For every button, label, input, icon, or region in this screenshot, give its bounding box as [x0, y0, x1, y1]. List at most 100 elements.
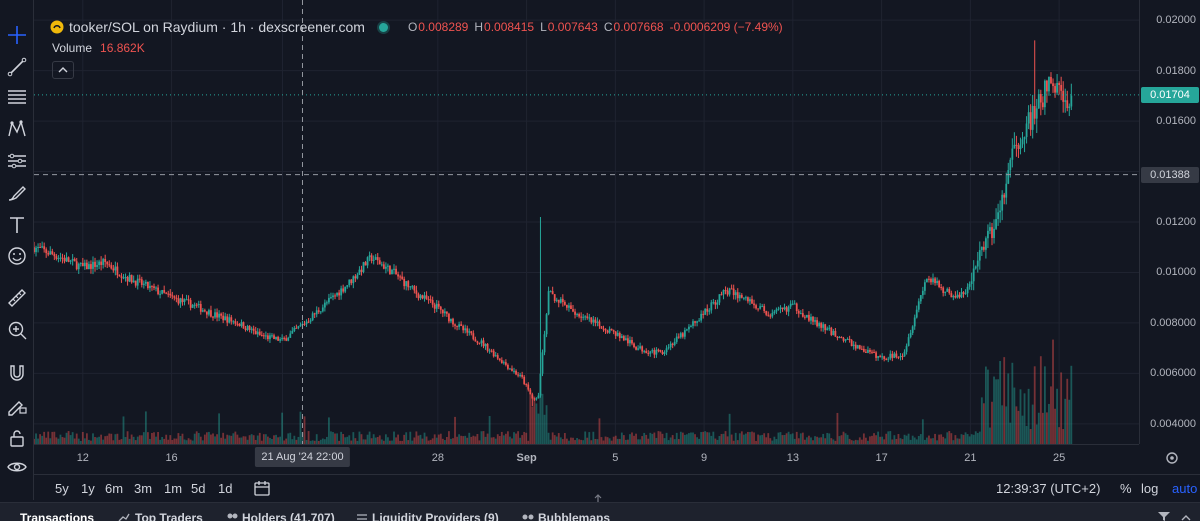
volume-bar [921, 419, 924, 444]
candle-body [592, 319, 595, 323]
tab-liquidity-providers[interactable]: Liquidity Providers (9) [372, 511, 499, 521]
candle-body [948, 288, 951, 294]
volume-bar [517, 431, 519, 444]
candle-body [132, 280, 135, 283]
pattern-tool[interactable] [4, 116, 30, 142]
tab-top-traders[interactable]: Top Traders [135, 511, 203, 521]
volume-bar [362, 439, 365, 444]
time-axis[interactable]: 21 Aug '24 22:00 12 16 28 Sep 5 9 13 17 21 25 [34, 444, 1139, 472]
calendar-icon[interactable] [253, 479, 271, 497]
volume-bar [248, 435, 251, 444]
tab-holders[interactable]: Holders (41,707) [242, 511, 335, 521]
candle-body [787, 306, 790, 312]
fib-lines-tool[interactable] [4, 84, 30, 110]
volume-bar [1056, 388, 1058, 444]
volume-bar [468, 432, 471, 444]
range-5d-button[interactable]: 5d [191, 481, 206, 496]
candle-body [47, 253, 50, 255]
volume-bar [90, 440, 92, 444]
price-axis[interactable]: 0.004000 0.006000 0.008000 0.01000 0.01200 0.… [1139, 0, 1200, 444]
volume-bar [875, 435, 877, 444]
tab-bubblemaps[interactable]: Bubblemaps [538, 511, 611, 521]
candle-body [242, 322, 245, 329]
volume-bar [984, 366, 987, 444]
tab-transactions[interactable]: Transactions [20, 511, 95, 521]
volume-bar [606, 437, 609, 444]
crosshair-tool[interactable] [4, 22, 30, 48]
candle-body [836, 336, 839, 338]
range-1d-button[interactable]: 1d [218, 481, 233, 496]
volume-bar [315, 434, 318, 444]
volume-bar [844, 433, 847, 444]
lock-tool[interactable] [4, 425, 30, 451]
volume-bar [490, 437, 493, 444]
candle-body [842, 338, 845, 341]
measure-lines-tool[interactable] [4, 148, 30, 174]
candle-body [328, 297, 330, 303]
candle-body [210, 310, 212, 317]
range-1y-button[interactable]: 1y [81, 481, 95, 496]
visibility-tool[interactable] [4, 454, 30, 480]
percent-toggle[interactable]: % [1120, 481, 1132, 496]
clock-readout[interactable]: 12:39:37 (UTC+2) [996, 481, 1101, 496]
volume-bar [452, 438, 454, 444]
volume-bar [521, 435, 524, 444]
chart-settings-icon[interactable] [1164, 450, 1180, 466]
chart-title: tooker/SOL on Raydium · 1h · dexscreener… [69, 19, 365, 35]
volume-bar [57, 438, 60, 444]
volume-bar [128, 438, 131, 444]
volume-bar [387, 437, 389, 444]
volume-bar [513, 432, 515, 444]
ruler-tool[interactable] [4, 285, 30, 311]
candle-body [555, 299, 558, 301]
zoom-in-tool[interactable] [4, 317, 30, 343]
volume-bar [871, 435, 873, 444]
volume-bar [100, 434, 103, 444]
log-toggle[interactable]: log [1141, 481, 1159, 496]
emoji-tool[interactable] [4, 243, 30, 269]
candle-body [958, 294, 961, 298]
volume-bar [669, 437, 672, 444]
volume-bar [334, 433, 336, 444]
volume-bar [917, 435, 920, 444]
pattern-icon [8, 119, 26, 137]
volume-bar [299, 411, 302, 444]
price-chart[interactable] [34, 0, 1139, 444]
range-6m-button[interactable]: 6m [105, 481, 124, 496]
candle-body [535, 398, 538, 400]
range-1m-button[interactable]: 1m [164, 481, 183, 496]
candle-body [869, 349, 871, 352]
range-5y-button[interactable]: 5y [55, 481, 69, 496]
filter-icon[interactable] [1157, 511, 1171, 521]
candle-body [873, 351, 875, 353]
volume-bar [285, 438, 288, 444]
candle-body [112, 268, 115, 271]
open-value: 0.008289 [418, 20, 469, 34]
volume-bar [618, 438, 621, 444]
stay-in-drawing-tool[interactable] [4, 393, 30, 419]
brush-tool[interactable] [4, 180, 30, 206]
candle-body [409, 286, 412, 288]
volume-bar [808, 435, 810, 444]
candle-body [631, 340, 633, 344]
candle-body [600, 326, 603, 329]
magnet-tool[interactable] [4, 360, 30, 386]
range-3m-button[interactable]: 3m [134, 481, 153, 496]
collapse-legend-button[interactable] [52, 61, 74, 79]
candle-body [810, 316, 812, 321]
holders-icon [227, 513, 238, 519]
volume-bar [683, 434, 686, 444]
candle-body [450, 318, 452, 322]
crosshair-price-badge: 0.01388 [1141, 166, 1199, 183]
volume-bar [749, 432, 751, 444]
candle-body [706, 308, 709, 312]
expand-icon[interactable] [1180, 511, 1194, 521]
trendline-tool[interactable] [4, 54, 30, 80]
auto-toggle[interactable]: auto [1172, 481, 1198, 496]
volume-bar [1068, 399, 1071, 444]
candle-body [149, 285, 151, 289]
volume-bar [382, 440, 385, 444]
candle-body [987, 230, 989, 239]
text-tool[interactable] [4, 212, 30, 238]
chevron-up-icon [58, 67, 68, 73]
